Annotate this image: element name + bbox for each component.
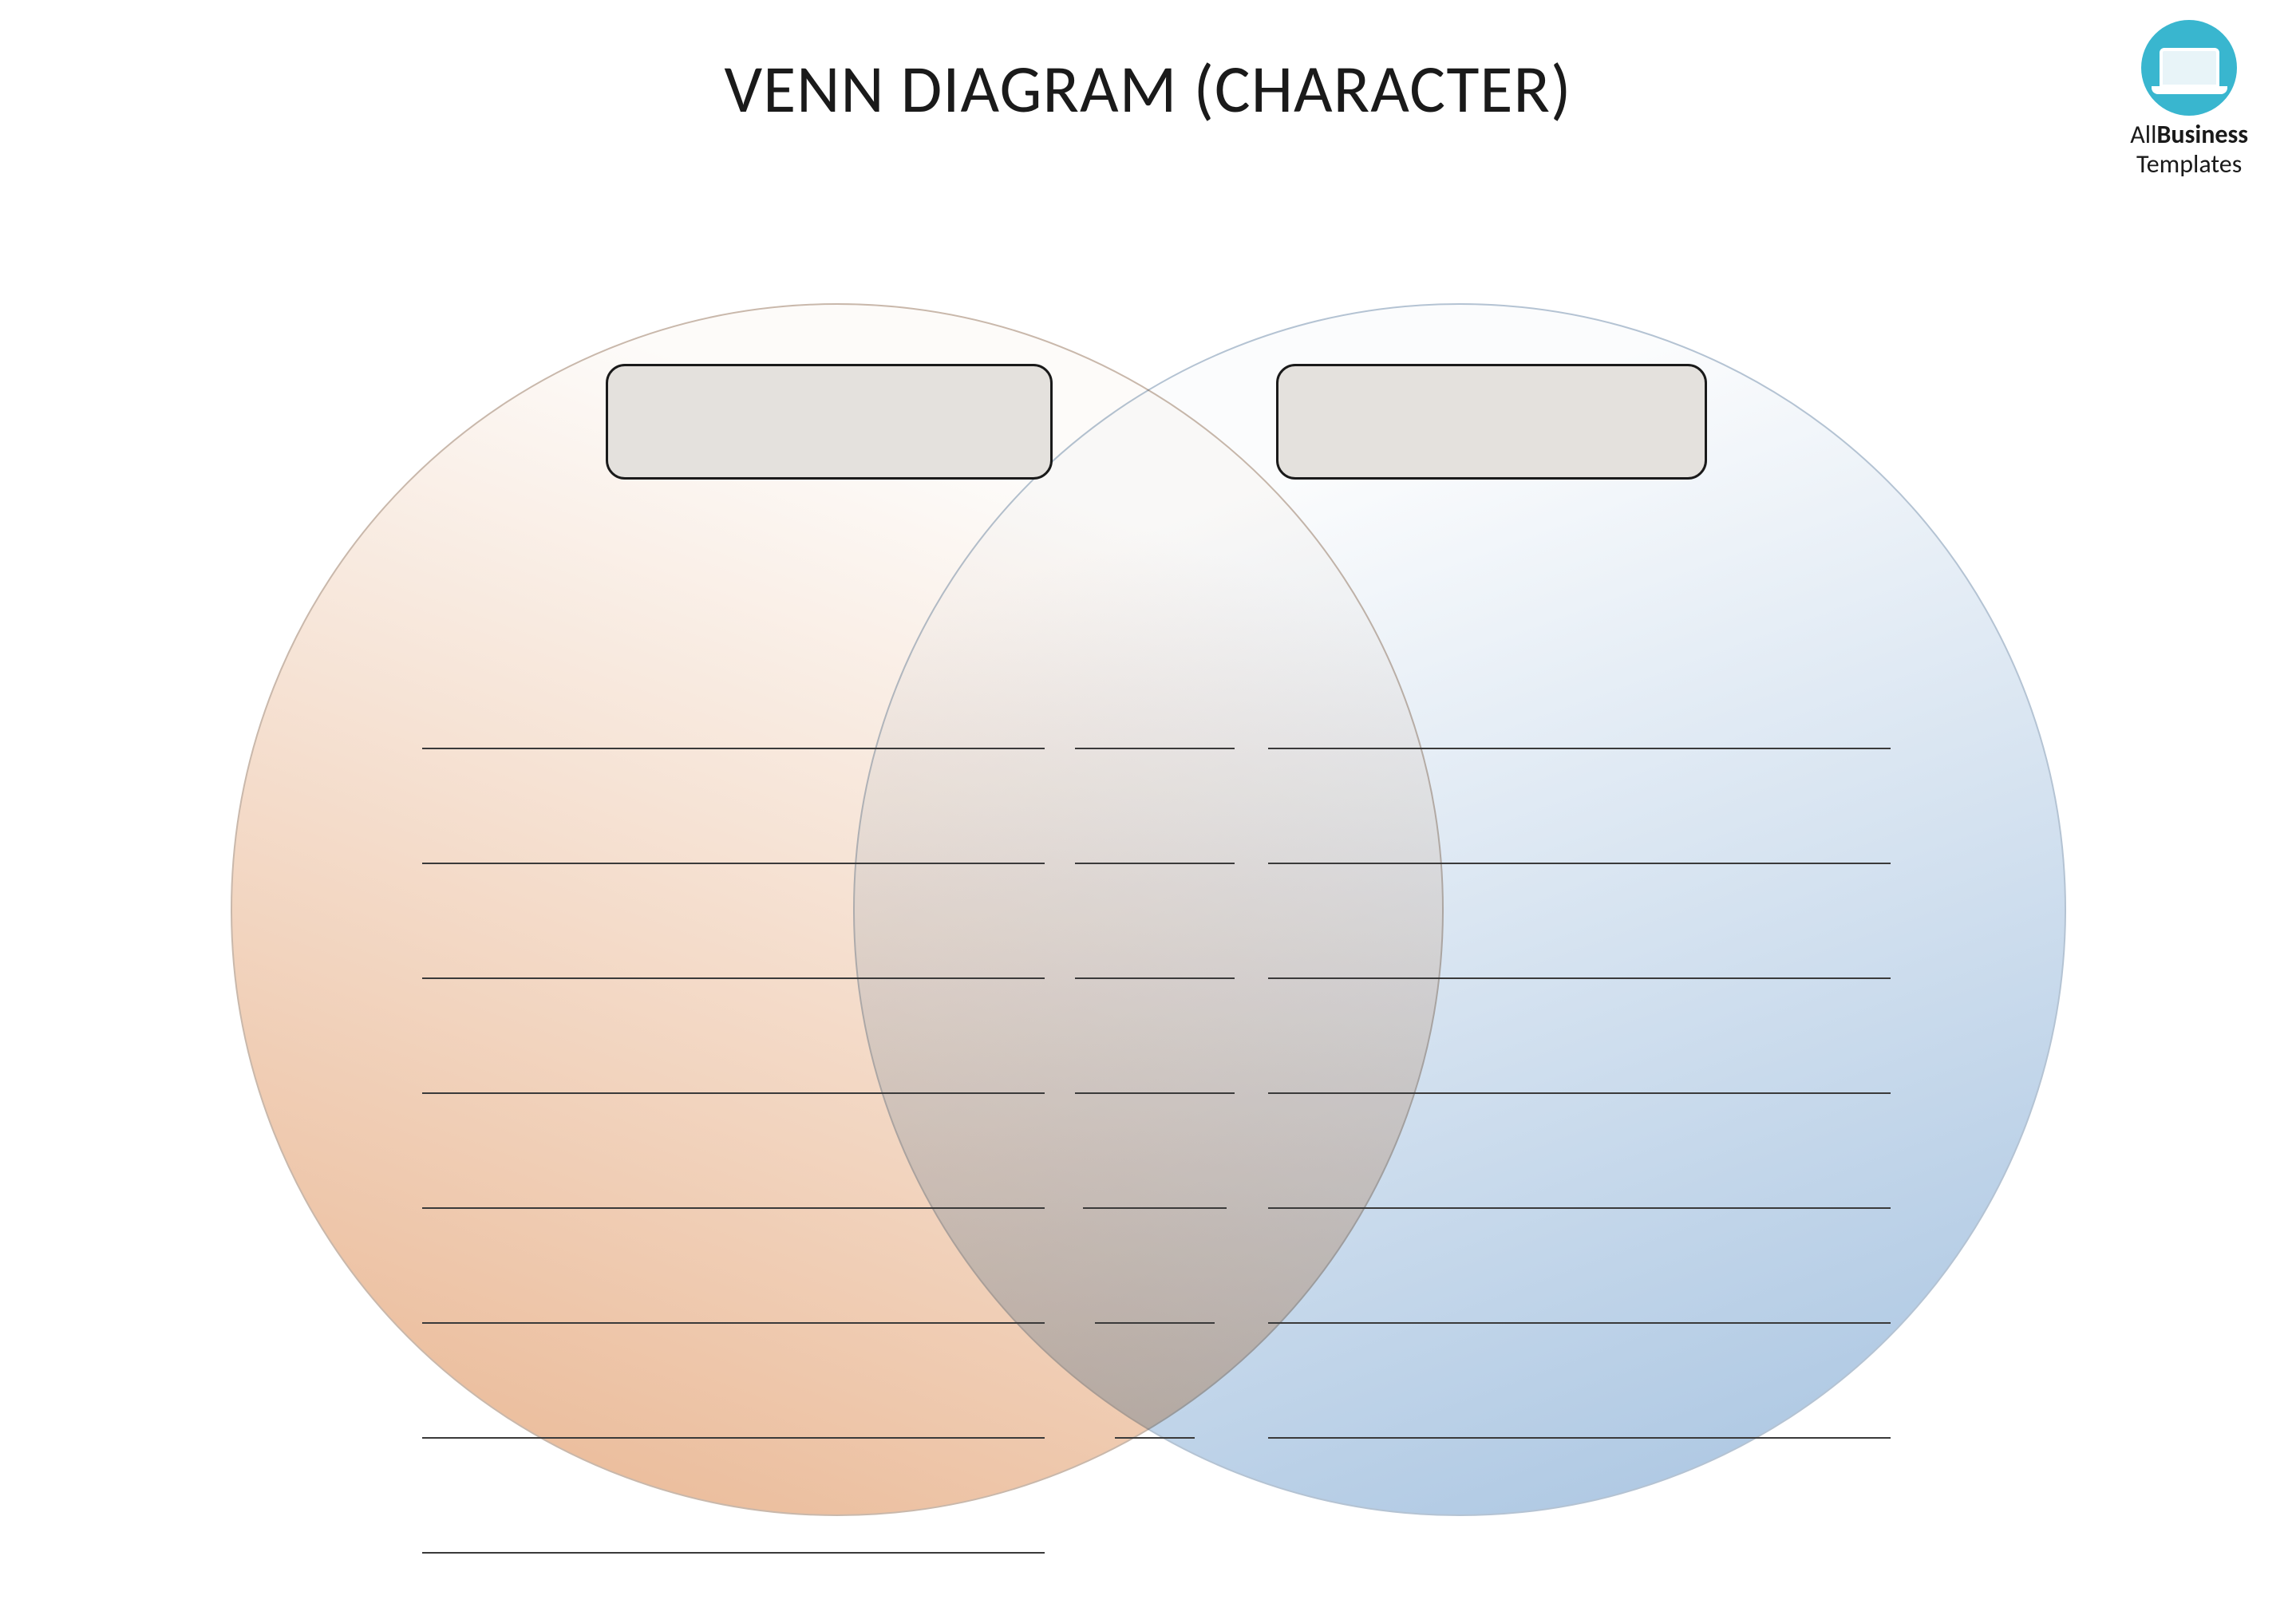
- right-writing-line[interactable]: [1268, 1209, 1891, 1324]
- logo-line1-bold: Business: [2156, 119, 2248, 150]
- left-writing-line[interactable]: [422, 1324, 1045, 1439]
- left-label-box[interactable]: [606, 364, 1053, 480]
- center-writing-line[interactable]: [1075, 864, 1235, 979]
- right-writing-line[interactable]: [1268, 749, 1891, 864]
- laptop-icon: [2160, 48, 2219, 88]
- right-writing-line[interactable]: [1268, 864, 1891, 979]
- right-lines-group: [1268, 634, 1891, 1439]
- center-writing-line[interactable]: [1083, 1094, 1227, 1209]
- brand-logo: AllBusiness Templates: [2130, 20, 2248, 180]
- right-writing-line[interactable]: [1268, 979, 1891, 1094]
- right-writing-line[interactable]: [1268, 634, 1891, 749]
- right-label-box[interactable]: [1276, 364, 1707, 480]
- venn-diagram: [310, 287, 1986, 1532]
- right-writing-line[interactable]: [1268, 1094, 1891, 1209]
- logo-line1-regular: All: [2130, 119, 2156, 150]
- left-lines-group: [422, 634, 1045, 1554]
- left-writing-line[interactable]: [422, 634, 1045, 749]
- left-writing-line[interactable]: [422, 749, 1045, 864]
- left-writing-line[interactable]: [422, 1209, 1045, 1324]
- right-writing-line[interactable]: [1268, 1324, 1891, 1439]
- center-writing-line[interactable]: [1095, 1209, 1215, 1324]
- page-title: VENN DIAGRAM (CHARACTER): [0, 48, 2296, 130]
- center-writing-line[interactable]: [1075, 634, 1235, 749]
- left-writing-line[interactable]: [422, 1439, 1045, 1554]
- logo-text: AllBusiness Templates: [2130, 120, 2248, 180]
- left-writing-line[interactable]: [422, 979, 1045, 1094]
- logo-circle-icon: [2141, 20, 2237, 116]
- center-writing-line[interactable]: [1075, 979, 1235, 1094]
- left-writing-line[interactable]: [422, 864, 1045, 979]
- center-writing-line[interactable]: [1075, 749, 1235, 864]
- center-writing-line[interactable]: [1115, 1324, 1195, 1439]
- left-writing-line[interactable]: [422, 1094, 1045, 1209]
- logo-line2: Templates: [2130, 150, 2248, 180]
